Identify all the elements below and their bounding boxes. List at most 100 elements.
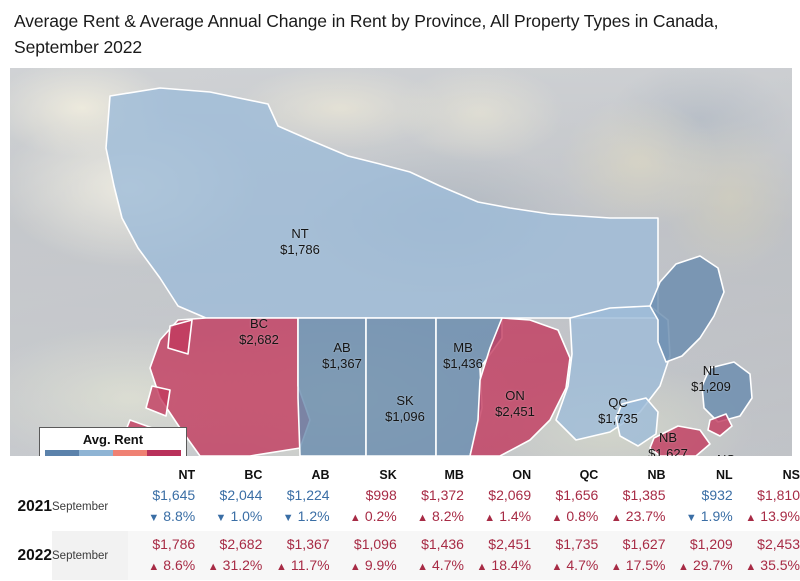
cell-change-pct: 8.6% xyxy=(163,556,196,573)
table-row: 2022 September $1,786 ▲ 8.6% $2,682 ▲ 31.2% $1… xyxy=(0,531,800,580)
cell-rent-value: $998 xyxy=(365,486,397,503)
table-row: 2021 September $1,645 ▼ 8.8% $2,044 ▼ 1.0% $1,… xyxy=(0,482,800,531)
row-month: September xyxy=(52,531,128,580)
cell-change-pct: 8.2% xyxy=(432,507,464,524)
row-year: 2021 xyxy=(17,497,52,515)
column-header-NS[interactable]: NS xyxy=(782,468,800,482)
cell-rent-value: $1,436 xyxy=(421,535,464,552)
cell-SK-2022[interactable]: $1,096 ▲ 9.9% xyxy=(329,531,397,580)
cell-NT-2021[interactable]: $1,645 ▼ 8.8% xyxy=(128,482,195,531)
column-header-AB[interactable]: AB xyxy=(311,468,330,482)
cell-NS-2021[interactable]: $1,810 ▲ 13.9% xyxy=(733,482,800,531)
legend-swatch-4 xyxy=(147,450,181,456)
cell-QC-2021[interactable]: $1,656 ▲ 0.8% xyxy=(531,482,598,531)
cell-change-pct: 35.5% xyxy=(760,556,800,573)
column-header-NL[interactable]: NL xyxy=(716,468,733,482)
column-header-BC[interactable]: BC xyxy=(244,468,263,482)
cell-change-value: ▲ 11.7% xyxy=(262,555,330,578)
cell-NL-2022[interactable]: $1,209 ▲ 29.7% xyxy=(665,531,733,580)
cell-rent-value: $2,453 xyxy=(757,535,800,552)
map-choropleth-layer: .pg { stroke:#ffffff; stroke-width:1.6; … xyxy=(105,87,753,456)
cell-change-pct: 13.9% xyxy=(760,507,800,524)
triangle-up-icon: ▲ xyxy=(349,560,364,573)
table-header-row: NT BC AB SK MB ON QC NB NL NS xyxy=(0,462,800,482)
cell-change-pct: 0.8% xyxy=(566,507,599,524)
cell-MB-2022[interactable]: $1,436 ▲ 4.7% xyxy=(396,531,464,580)
cell-change-value: ▲ 29.7% xyxy=(666,555,733,578)
cell-change-value: ▲ 4.7% xyxy=(397,555,464,578)
cell-AB-2021[interactable]: $1,224 ▼ 1.2% xyxy=(262,482,330,531)
column-header-MB[interactable]: MB xyxy=(444,468,464,482)
header-blank-year xyxy=(0,462,52,482)
cell-SK-2021[interactable]: $998 ▲ 0.2% xyxy=(330,482,397,531)
triangle-up-icon: ▲ xyxy=(678,560,692,573)
column-header-NT[interactable]: NT xyxy=(178,468,196,482)
row-year: 2022 xyxy=(0,531,52,580)
cell-rent-value: $2,451 xyxy=(488,535,532,552)
cell-ON-2022[interactable]: $2,451 ▲ 18.4% xyxy=(463,531,532,580)
legend-swatch-2 xyxy=(79,450,113,456)
cell-AB-2022[interactable]: $1,367 ▲ 11.7% xyxy=(262,531,330,580)
column-header-ON[interactable]: ON xyxy=(512,468,532,482)
cell-change-pct: 23.7% xyxy=(625,507,666,524)
map-panel[interactable]: .pg { stroke:#ffffff; stroke-width:1.6; … xyxy=(10,68,792,456)
cell-change-pct: 4.7% xyxy=(432,556,464,573)
data-table-panel: NT BC AB SK MB ON QC NB NL NS 2021 Septem… xyxy=(0,462,800,581)
legend-swatch-3 xyxy=(113,450,147,456)
cell-change-pct: 4.7% xyxy=(566,556,599,573)
map-region-SK xyxy=(365,317,437,456)
triangle-up-icon: ▲ xyxy=(610,560,625,573)
map-legend[interactable]: Avg. Rent $1,096 $2,682 xyxy=(39,427,187,456)
cell-BC-2022[interactable]: $2,682 ▲ 31.2% xyxy=(195,531,263,580)
cell-rent-value: $1,367 xyxy=(286,535,330,552)
triangle-up-icon: ▲ xyxy=(417,560,432,573)
cell-MB-2021[interactable]: $1,372 ▲ 8.2% xyxy=(397,482,464,531)
cell-change-value: ▼ 1.0% xyxy=(195,506,263,529)
cell-change-pct: 1.9% xyxy=(700,507,733,524)
cell-NL-2021[interactable]: $932 ▼ 1.9% xyxy=(666,482,733,531)
cell-rent-value: $1,209 xyxy=(689,535,733,552)
cell-change-value: ▲ 17.5% xyxy=(598,555,666,578)
triangle-up-icon: ▲ xyxy=(207,560,222,573)
triangle-up-icon: ▲ xyxy=(275,560,290,573)
cell-change-value: ▲ 13.9% xyxy=(733,506,800,529)
cell-NT-2022[interactable]: $1,786 ▲ 8.6% xyxy=(128,531,196,580)
map-region-AB xyxy=(297,317,367,456)
cell-rent-value: $1,385 xyxy=(622,486,666,503)
column-header-NB[interactable]: NB xyxy=(647,468,666,482)
cell-change-pct: 11.7% xyxy=(290,556,330,573)
legend-color-ramp xyxy=(45,450,181,456)
cell-rent-value: $2,069 xyxy=(488,486,532,503)
map-region-NB xyxy=(615,397,659,447)
cell-change-value: ▲ 35.5% xyxy=(733,555,800,578)
cell-NB-2022[interactable]: $1,627 ▲ 17.5% xyxy=(598,531,666,580)
cell-rent-value: $1,645 xyxy=(152,486,196,503)
cell-change-pct: 17.5% xyxy=(625,556,666,573)
cell-change-pct: 1.2% xyxy=(297,507,330,524)
legend-swatch-1 xyxy=(45,450,79,456)
cell-NB-2021[interactable]: $1,385 ▲ 23.7% xyxy=(598,482,666,531)
cell-change-value: ▲ 0.2% xyxy=(330,506,397,529)
rent-data-table: NT BC AB SK MB ON QC NB NL NS 2021 Septem… xyxy=(0,462,800,580)
cell-BC-2021[interactable]: $2,044 ▼ 1.0% xyxy=(195,482,263,531)
column-header-QC[interactable]: QC xyxy=(579,468,599,482)
cell-change-value: ▼ 1.9% xyxy=(666,506,733,529)
cell-rent-value: $2,682 xyxy=(219,535,263,552)
cell-rent-value: $1,656 xyxy=(555,486,599,503)
cell-change-value: ▲ 18.4% xyxy=(464,555,531,578)
column-header-SK[interactable]: SK xyxy=(379,468,397,482)
map-region-ON xyxy=(469,317,571,456)
cell-ON-2021[interactable]: $2,069 ▲ 1.4% xyxy=(464,482,531,531)
cell-rent-value: $1,372 xyxy=(421,486,464,503)
triangle-down-icon: ▼ xyxy=(148,511,163,524)
cell-QC-2022[interactable]: $1,735 ▲ 4.7% xyxy=(531,531,599,580)
cell-NS-2022[interactable]: $2,453 ▲ 35.5% xyxy=(732,531,800,580)
cell-change-value: ▼ 8.8% xyxy=(128,506,195,529)
row-month: September xyxy=(52,500,109,513)
cell-change-pct: 1.0% xyxy=(230,507,263,524)
triangle-up-icon: ▲ xyxy=(349,511,364,524)
cell-change-pct: 0.2% xyxy=(364,507,397,524)
triangle-down-icon: ▼ xyxy=(282,511,297,524)
cell-change-pct: 9.9% xyxy=(364,556,397,573)
cell-change-value: ▲ 8.6% xyxy=(128,555,195,578)
